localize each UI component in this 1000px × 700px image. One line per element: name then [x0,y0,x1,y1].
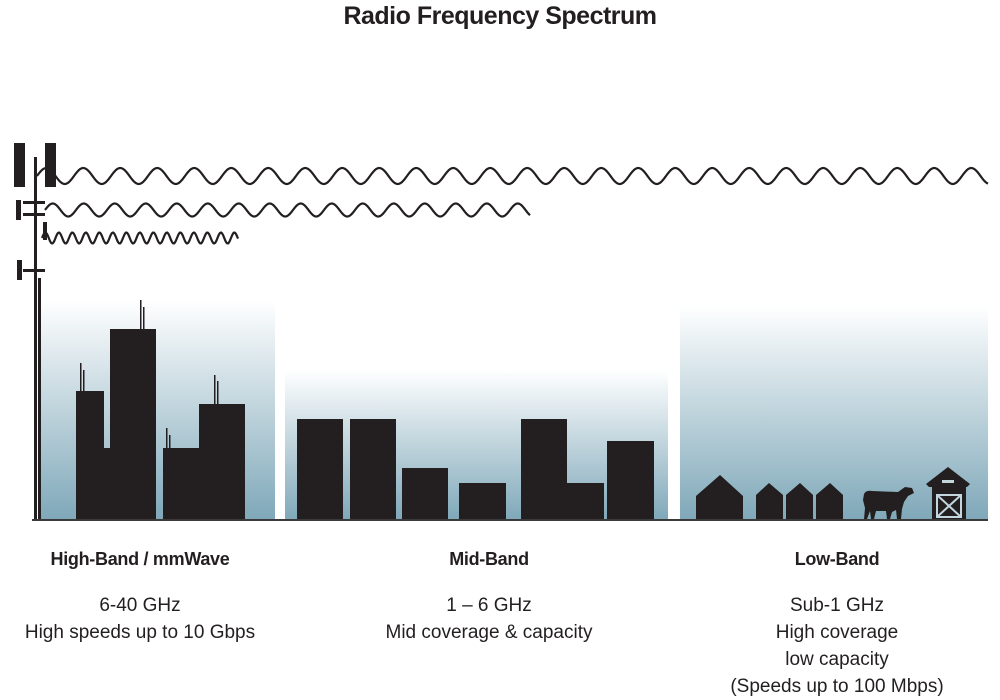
low-band-label: Low-Band Sub-1 GHz High coverage low cap… [677,549,997,700]
barn-icon [926,467,970,520]
band-description: low capacity [785,649,889,670]
farm-houses-icon [696,475,843,520]
band-frequency: Sub-1 GHz [790,595,884,616]
mid-band-label: Mid-Band 1 – 6 GHz Mid coverage & capaci… [329,549,649,646]
cell-tower-icon [14,143,56,520]
mid-band-wave [44,202,531,218]
cow-icon [863,487,914,519]
diagram-title: Radio Frequency Spectrum [343,2,657,30]
band-description: (Speeds up to 100 Mbps) [730,676,944,697]
band-name: Mid-Band [449,549,529,569]
city-skyline-icon [76,300,245,520]
band-frequency: 6-40 GHz [99,595,181,616]
band-description: Mid coverage & capacity [385,622,593,643]
high-band-wave [40,231,240,245]
band-description: High speeds up to 10 Gbps [24,622,256,643]
high-band-label: High-Band / mmWave 6-40 GHz High speeds … [0,549,300,646]
band-description: High coverage [775,622,899,643]
mid-band-buildings-icon [297,419,654,520]
low-band-wave [36,166,989,186]
ground-line [32,519,988,521]
band-name: Low-Band [794,549,880,569]
band-frequency: 1 – 6 GHz [446,595,532,616]
band-name: High-Band / mmWave [50,549,230,569]
